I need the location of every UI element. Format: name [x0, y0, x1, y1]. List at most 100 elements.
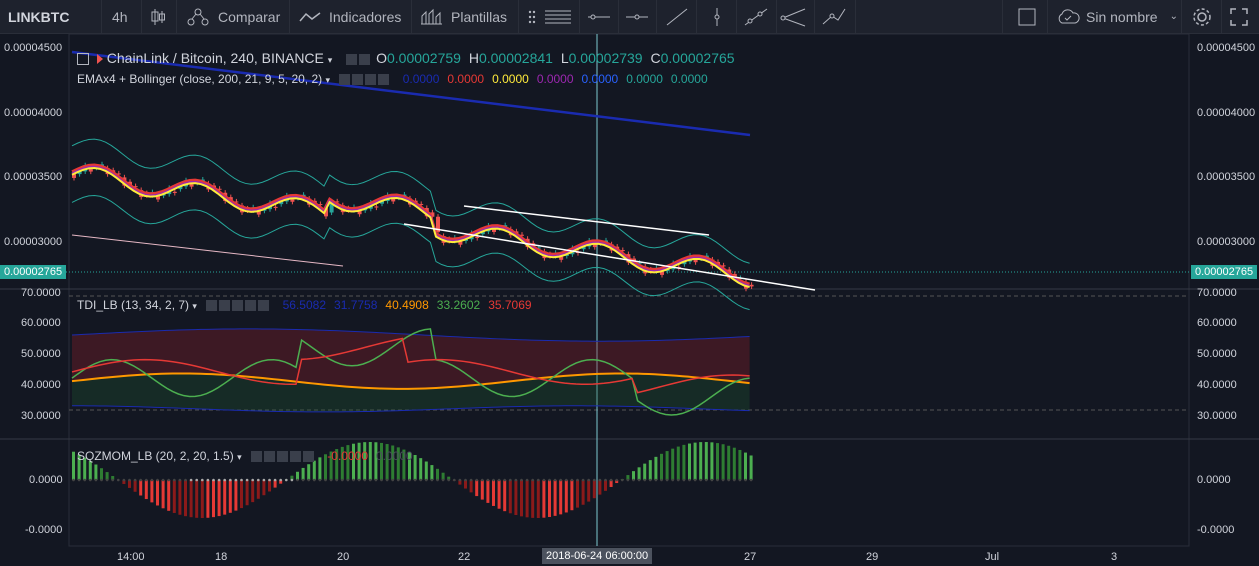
- trend-line: [463, 205, 710, 236]
- settings-button[interactable]: [1191, 0, 1213, 33]
- horizontal-line-tool[interactable]: [586, 0, 612, 33]
- squeeze-dot: [520, 478, 523, 482]
- indicator-controls[interactable]: [250, 449, 316, 463]
- squeeze-dot: [649, 478, 652, 482]
- indicators-button[interactable]: Indicadores: [299, 0, 401, 33]
- price-axis-label-right: 0.00003000: [1197, 236, 1256, 248]
- momentum-bar: [290, 475, 294, 480]
- squeeze-dot: [150, 478, 154, 482]
- sqz-axis-label-right: -0.0000: [1197, 524, 1235, 536]
- trend-line-tool[interactable]: [664, 0, 690, 33]
- indicator-title[interactable]: EMAx4 + Bollinger (close, 200, 21, 9, 5,…: [77, 72, 323, 86]
- collapse-icon[interactable]: [77, 53, 89, 66]
- squeeze-dot: [509, 478, 512, 482]
- vertical-line-tool[interactable]: [704, 0, 730, 33]
- squeeze-dot: [273, 478, 277, 482]
- divider: [814, 0, 815, 33]
- sqz-axis-label-right: 0.0000: [1197, 474, 1231, 486]
- momentum-bar: [564, 480, 568, 513]
- momentum-bar: [94, 464, 98, 480]
- ray-tool[interactable]: [742, 0, 770, 33]
- momentum-bar: [167, 480, 171, 511]
- indicator-controls[interactable]: [339, 72, 391, 86]
- symbol-search[interactable]: LINKBTC: [8, 8, 70, 25]
- indicator-title[interactable]: SQZMOM_LB (20, 2, 20, 1.5): [77, 449, 234, 463]
- square-icon: [1018, 8, 1036, 25]
- squeeze-dot: [335, 478, 339, 482]
- hlines-tool[interactable]: [543, 0, 573, 33]
- squeeze-dot: [559, 478, 562, 482]
- save-layout-button[interactable]: Sin nombre ⌄: [1056, 0, 1178, 33]
- indicator-value: 33.2602: [436, 298, 481, 312]
- fullscreen-button[interactable]: [1229, 0, 1249, 33]
- momentum-bar: [111, 476, 115, 480]
- tdi-lower-fill: [72, 373, 750, 412]
- templates-button[interactable]: Plantillas: [421, 0, 507, 33]
- settings-icon[interactable]: [346, 50, 372, 66]
- squeeze-dot: [699, 478, 702, 482]
- candle-body: [620, 250, 625, 252]
- squeeze-dot: [570, 478, 574, 482]
- chevron-down-icon[interactable]: ▾: [327, 55, 333, 65]
- candle-body: [357, 210, 362, 215]
- squeeze-dot: [240, 478, 243, 482]
- squeeze-dot: [609, 478, 613, 482]
- indicator-controls[interactable]: [206, 298, 271, 312]
- candle-body: [637, 262, 642, 264]
- chart-style-button[interactable]: [150, 0, 166, 33]
- high-label: H: [468, 50, 479, 66]
- squeeze-dot: [453, 478, 456, 482]
- layout-toggle-button[interactable]: [1017, 0, 1037, 33]
- interval-button[interactable]: 4h: [112, 8, 128, 25]
- tdi-axis-label-right: 60.0000: [1197, 317, 1237, 329]
- squeeze-dot: [565, 478, 568, 482]
- divider: [618, 0, 619, 33]
- chevron-down-icon[interactable]: ▾: [237, 452, 242, 462]
- candle-body: [430, 212, 435, 217]
- drag-handle[interactable]: [528, 0, 536, 33]
- momentum-bar: [307, 464, 311, 480]
- indicator-value: 35.7069: [488, 298, 532, 312]
- squeeze-dot: [402, 478, 406, 482]
- pitchfork-tool[interactable]: [780, 0, 808, 33]
- chart-canvas[interactable]: [0, 34, 1259, 566]
- divider: [736, 0, 737, 33]
- path-tool[interactable]: [820, 0, 848, 33]
- squeeze-dot: [716, 478, 719, 482]
- horizontal-ray-icon: [626, 14, 648, 19]
- sqz-axis-label-left: 0.0000: [29, 474, 63, 486]
- momentum-bar: [128, 480, 131, 488]
- momentum-bar: [514, 480, 518, 516]
- tdi-lower-band: [71, 405, 750, 413]
- tdi-axis-label-left: 50.0000: [21, 348, 61, 360]
- momentum-bar: [212, 480, 215, 518]
- momentum-bar: [693, 442, 697, 480]
- squeeze-dot: [593, 478, 596, 482]
- pitchfork-icon: [780, 8, 806, 26]
- momentum-bar: [329, 451, 333, 480]
- tdi-signal-line: [71, 337, 750, 394]
- candle-body: [592, 244, 597, 248]
- tdi-axis-label-left: 60.0000: [21, 317, 61, 329]
- chevron-down-icon[interactable]: ▾: [192, 301, 197, 311]
- price-axis-label-right: 0.00003500: [1197, 171, 1256, 183]
- time-axis-label: 3: [1111, 551, 1118, 563]
- momentum-bar: [335, 449, 339, 480]
- compare-button[interactable]: Comparar: [186, 0, 280, 33]
- momentum-bar: [312, 460, 316, 480]
- time-axis-label: 20: [337, 551, 350, 563]
- horizontal-ray-tool[interactable]: [624, 0, 650, 33]
- candle-body: [318, 204, 323, 206]
- series-title[interactable]: ChainLink / Bitcoin, 240, BINANCE: [106, 50, 324, 66]
- squeeze-dot: [413, 478, 417, 482]
- indicator-title[interactable]: TDI_LB (13, 34, 2, 7): [77, 298, 190, 312]
- tdi-axis-label-right: 30.0000: [1197, 410, 1237, 422]
- chevron-down-icon[interactable]: ▾: [325, 75, 331, 85]
- horizontal-lines-icon: [545, 10, 571, 23]
- squeeze-dot: [733, 478, 736, 482]
- squeeze-dot: [369, 478, 372, 482]
- momentum-bar: [710, 442, 714, 480]
- sqz-legend: SQZMOM_LB (20, 2, 20, 1.5) ▾ -0.0000 0.00…: [77, 449, 413, 463]
- momentum-bar: [738, 449, 742, 480]
- momentum-bar: [189, 480, 193, 518]
